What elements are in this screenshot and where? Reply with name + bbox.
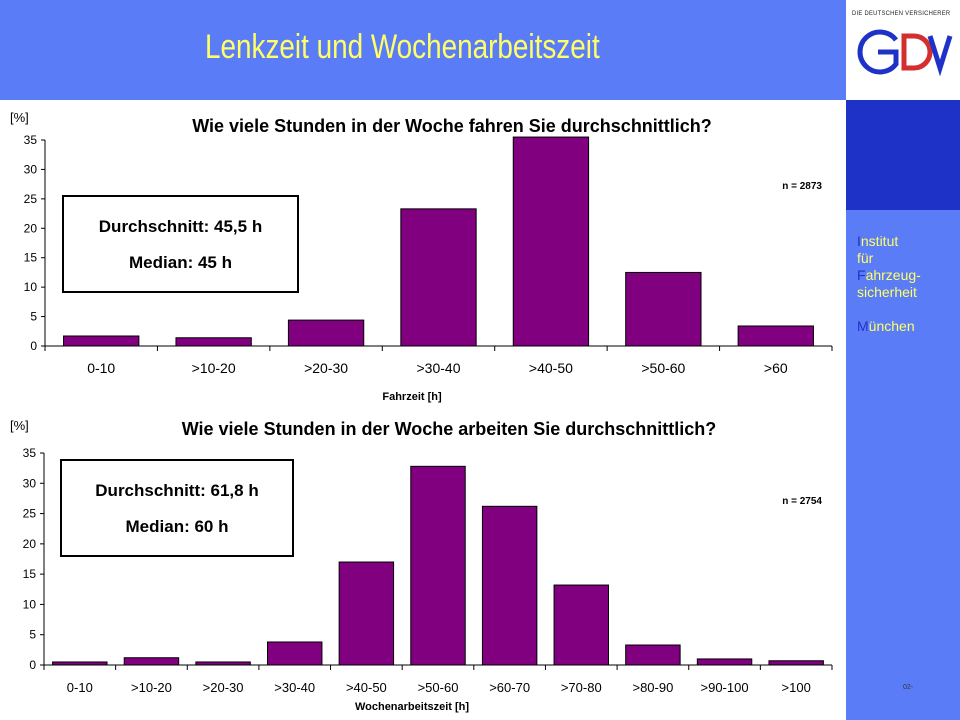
y-tick-label: 10 — [24, 280, 38, 294]
y-axis-label: [%] — [10, 418, 29, 433]
x-tick-label: 0-10 — [67, 680, 93, 695]
slide-title: Lenkzeit und Wochenarbeitszeit — [205, 28, 600, 66]
stats-text: Median: 60 h — [126, 517, 229, 536]
bar — [123, 657, 180, 666]
bar — [400, 208, 477, 347]
x-tick-label: >30-40 — [417, 360, 461, 376]
institute-initial: I — [857, 233, 861, 249]
x-tick-label: >60-70 — [489, 680, 530, 695]
y-tick-label: 0 — [29, 658, 36, 672]
y-tick-label: 25 — [24, 192, 38, 206]
gdv-logo-mark — [857, 29, 953, 77]
x-tick-label: >20-30 — [304, 360, 348, 376]
bar — [625, 271, 702, 347]
stats-text: Durchschnitt: 61,8 h — [95, 481, 258, 500]
y-tick-label: 25 — [23, 507, 37, 521]
bar — [737, 325, 814, 347]
institute-line: München — [857, 318, 921, 335]
stats-text: Median: 45 h — [129, 253, 232, 272]
bar — [175, 337, 252, 347]
x-tick-label: >30-40 — [274, 680, 315, 695]
x-tick-label: >50-60 — [641, 360, 685, 376]
bar — [696, 658, 753, 666]
x-tick-label: >10-20 — [192, 360, 236, 376]
bar — [481, 505, 538, 666]
chart-title: Wie viele Stunden in der Woche arbeiten … — [182, 419, 717, 439]
bar — [768, 660, 824, 666]
y-tick-label: 20 — [24, 221, 38, 235]
bar — [287, 319, 365, 347]
chart-working-time: Wie viele Stunden in der Woche arbeiten … — [10, 418, 833, 713]
slide-number: 02- — [903, 684, 914, 691]
y-tick-label: 5 — [29, 628, 36, 642]
x-tick-label: >50-60 — [418, 680, 459, 695]
x-tick-label: 0-10 — [87, 360, 115, 376]
bar — [63, 335, 140, 347]
institute-initial: M — [857, 318, 869, 334]
chart-driving-time: Wie viele Stunden in der Woche fahren Si… — [10, 110, 833, 403]
y-tick-label: 35 — [23, 446, 37, 460]
x-tick-label: >10-20 — [131, 680, 172, 695]
y-axis-label: [%] — [10, 110, 29, 125]
logo-tagline: DIE DEUTSCHEN VERSICHERER — [852, 10, 951, 17]
institute-text: ahrzeug- — [865, 267, 921, 283]
y-tick-label: 15 — [24, 251, 38, 265]
institute-line: Institut — [857, 233, 921, 250]
institute-initial: F — [857, 267, 866, 283]
gdv-logo — [846, 0, 960, 100]
institute-name: Institut für Fahrzeug-sicherheit München — [857, 233, 921, 335]
bar — [195, 661, 251, 666]
sample-size-note: n = 2873 — [782, 181, 822, 192]
stats-box — [62, 195, 299, 293]
institute-text: ünchen — [868, 318, 915, 334]
y-tick-label: 35 — [24, 133, 38, 147]
institute-text: nstitut — [860, 233, 899, 249]
institute-line: sicherheit — [857, 284, 921, 301]
bar — [553, 584, 609, 666]
institute-text: sicherheit — [857, 284, 917, 300]
sidebar-accent — [846, 100, 960, 210]
x-tick-label: >40-50 — [529, 360, 573, 376]
institute-line: Fahrzeug- — [857, 267, 921, 284]
institute-line: für — [857, 250, 921, 267]
chart-title: Wie viele Stunden in der Woche fahren Si… — [192, 116, 712, 136]
x-tick-label: >20-30 — [203, 680, 244, 695]
y-tick-label: 30 — [23, 476, 37, 490]
bar — [338, 561, 395, 666]
x-tick-label: >100 — [782, 680, 811, 695]
bar — [410, 465, 466, 666]
bar — [52, 661, 108, 666]
institute-text: für — [857, 250, 874, 266]
sample-size-note: n = 2754 — [782, 496, 822, 507]
x-tick-label: >90-100 — [701, 680, 749, 695]
institute-line — [857, 301, 921, 318]
x-tick-label: >70-80 — [561, 680, 602, 695]
header-bar — [0, 0, 846, 100]
y-tick-label: 30 — [24, 162, 38, 176]
y-tick-label: 20 — [23, 537, 37, 551]
x-axis-label: Fahrzeit [h] — [382, 391, 442, 403]
x-tick-label: >80-90 — [632, 680, 673, 695]
stats-text: Durchschnitt: 45,5 h — [99, 217, 262, 236]
x-axis-label: Wochenarbeitszeit [h] — [355, 701, 469, 713]
bar — [267, 641, 323, 666]
stats-box — [60, 459, 294, 557]
y-tick-label: 10 — [23, 597, 37, 611]
y-tick-label: 15 — [23, 567, 37, 581]
bar — [625, 644, 681, 666]
y-tick-label: 0 — [30, 339, 37, 353]
x-tick-label: >40-50 — [346, 680, 387, 695]
x-tick-label: >60 — [764, 360, 788, 376]
bar — [512, 136, 590, 347]
y-tick-label: 5 — [30, 310, 37, 324]
